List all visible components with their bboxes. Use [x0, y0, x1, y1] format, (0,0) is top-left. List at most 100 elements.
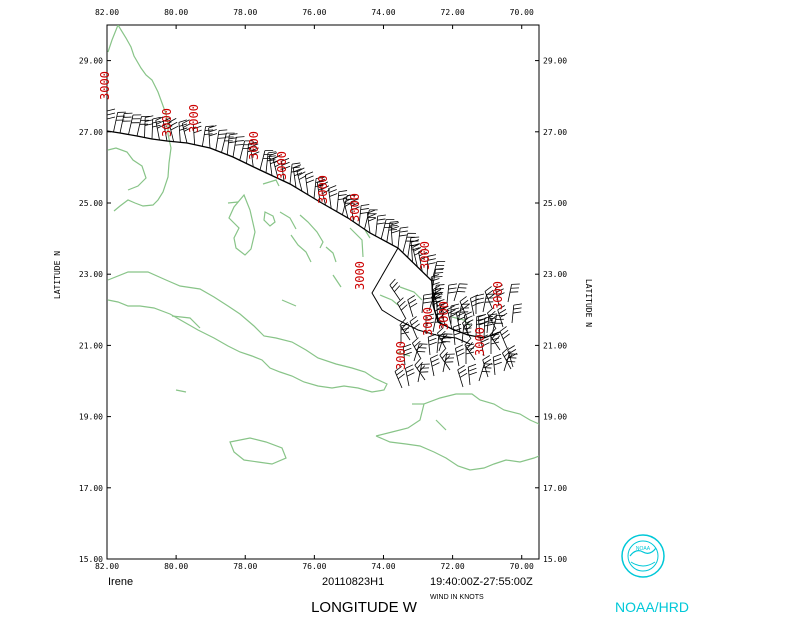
wind-barb: [412, 337, 423, 360]
wind-barb: [221, 132, 235, 153]
wind-barb: [128, 114, 142, 135]
wind-barb: [430, 354, 440, 377]
logo-wave-icon: [630, 561, 656, 567]
lat-tick-label-left: 17.00: [79, 484, 103, 493]
wind-barb: [342, 194, 353, 219]
wind-barb: [417, 363, 430, 383]
wind-barb: [181, 119, 192, 144]
lat-tick-label-right: 23.00: [543, 270, 567, 279]
wind-barb: [484, 286, 495, 309]
wind-barb: [492, 353, 502, 376]
wind-barb: [413, 343, 428, 362]
lon-tick-label-top: 82.00: [95, 8, 119, 17]
lat-tick-label-left: 25.00: [79, 199, 103, 208]
lat-tick-label-right: 27.00: [543, 128, 567, 137]
wind-barb: [459, 296, 470, 319]
wind-barb: [407, 295, 418, 318]
wind-barb: [502, 347, 513, 370]
wind-barb: [470, 294, 480, 317]
wind-barb: [452, 323, 462, 346]
wind-barb: [497, 305, 508, 328]
wind-barb: [239, 140, 253, 161]
wind-barb: [431, 261, 446, 282]
wind-barb: [386, 221, 399, 243]
lon-tick-label-bottom: 72.00: [441, 562, 465, 571]
wind-barb: [192, 121, 202, 145]
wind-barb: [208, 125, 218, 149]
altitude-label: 3000: [353, 261, 367, 290]
wind-barb: [499, 326, 510, 349]
altitude-label: 3000: [316, 175, 330, 204]
wind-barb: [107, 108, 116, 131]
wind-barb: [136, 115, 150, 137]
wind-barb: [292, 164, 303, 188]
wind-barb: [215, 129, 228, 151]
wind-barb: [400, 323, 410, 344]
wind-barb: [455, 344, 465, 367]
altitude-label: 3000: [247, 131, 261, 160]
wind-barb: [144, 115, 154, 138]
wind-barb: [427, 333, 437, 356]
wind-barb: [432, 285, 443, 308]
lat-tick-label-left: 15.00: [79, 555, 103, 564]
lat-tick-label-right: 29.00: [543, 57, 567, 66]
altitude-label: 3000: [160, 108, 174, 137]
y-axis-title-left: LATITUDE N: [53, 251, 62, 299]
wind-barb: [296, 167, 307, 192]
lon-tick-label-top: 80.00: [164, 8, 188, 17]
wind-barb: [511, 303, 523, 324]
wind-barb: [397, 226, 409, 249]
wind-units-label: WIND IN KNOTS: [430, 594, 484, 601]
lat-tick-label-right: 21.00: [543, 341, 567, 350]
wind-barb: [434, 306, 445, 329]
lon-tick-label-bottom: 76.00: [302, 562, 326, 571]
wind-barb: [336, 190, 348, 212]
altitude-label: 3000: [98, 71, 112, 100]
lon-tick-label-bottom: 78.00: [233, 562, 257, 571]
lat-tick-label-left: 27.00: [79, 128, 103, 137]
logo-ring-icon: [621, 534, 665, 578]
wind-barb: [232, 136, 245, 158]
wind-barb: [421, 293, 433, 314]
wind-barb: [438, 333, 453, 352]
wind-barb: [399, 318, 411, 341]
lon-tick-label-bottom: 80.00: [164, 562, 188, 571]
lon-tick-label-bottom: 82.00: [95, 562, 119, 571]
wind-barb: [507, 345, 518, 368]
wind-barb: [475, 293, 485, 314]
lon-tick-label-top: 72.00: [441, 8, 465, 17]
storm-name: Irene: [108, 576, 133, 588]
altitude-label: 3000: [275, 151, 289, 180]
coastlines: [107, 25, 539, 471]
wind-barb: [405, 364, 415, 387]
wind-barb: [464, 338, 476, 361]
wind-barb: [495, 284, 505, 307]
lon-tick-label-top: 70.00: [510, 8, 534, 17]
wind-barb: [272, 154, 283, 179]
wind-barb: [389, 278, 401, 301]
altitude-label: 3000: [394, 341, 408, 370]
altitude-label: 3000: [491, 281, 505, 310]
wind-barb: [397, 297, 408, 320]
org-label: NOAA/HRD: [615, 599, 689, 615]
wind-barb: [402, 343, 412, 366]
wind-barb: [446, 283, 458, 304]
time-range: 19:40:00Z-27:55:00Z: [430, 576, 533, 588]
wind-barb: [414, 358, 426, 381]
wind-barb: [201, 125, 214, 147]
lon-tick-label-bottom: 74.00: [371, 562, 395, 571]
y-axis-title-right: LATITUDE N: [584, 279, 593, 327]
x-axis-title: LONGITUDE W: [311, 599, 418, 616]
altitude-label: 3000: [187, 104, 201, 133]
lat-tick-label-left: 21.00: [79, 341, 103, 350]
lon-tick-label-top: 74.00: [371, 8, 395, 17]
noaa-logo: NOAA: [621, 534, 665, 578]
wind-barb: [350, 198, 360, 222]
wind-barb: [409, 316, 420, 339]
wind-barb: [168, 118, 179, 142]
wind-barb: [304, 171, 315, 195]
wind-barb: [426, 254, 437, 277]
lon-tick-label-bottom: 70.00: [510, 562, 534, 571]
wind-barb: [477, 313, 487, 336]
